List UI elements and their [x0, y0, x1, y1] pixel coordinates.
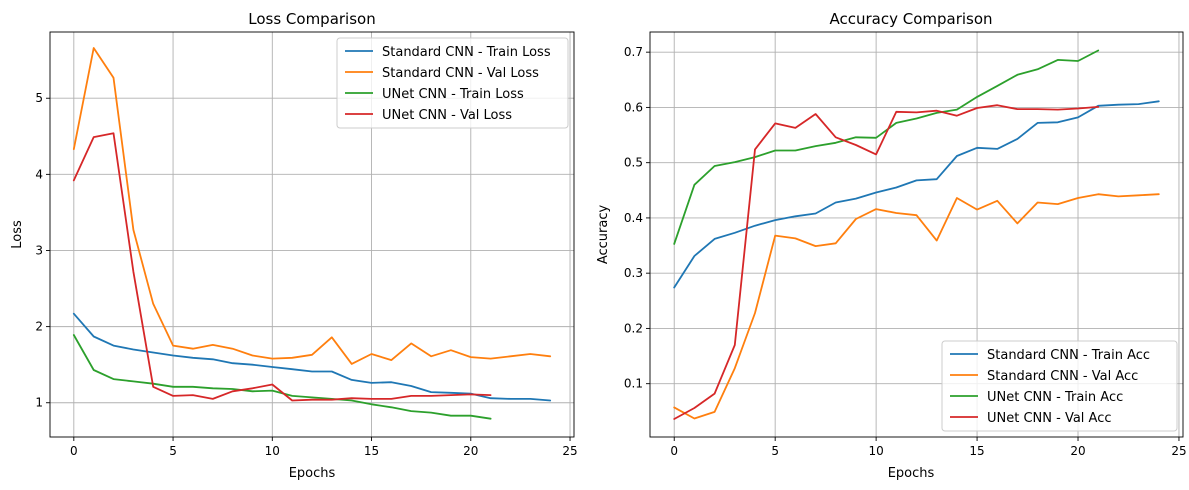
- series-line: [72, 132, 492, 402]
- y-tick-label: 2: [35, 320, 43, 334]
- x-tick-label: 5: [771, 444, 779, 458]
- y-tick-label: 0.1: [624, 377, 643, 391]
- legend-label: Standard CNN - Val Acc: [987, 369, 1138, 384]
- plot-frame: [649, 31, 1184, 438]
- x-tick-label: 20: [463, 444, 478, 458]
- series-line: [673, 104, 1100, 420]
- legend: Standard CNN - Train Loss Standard CNN - …: [336, 37, 569, 129]
- chart-title: Accuracy Comparison: [829, 10, 992, 28]
- y-tick-label: 4: [35, 167, 43, 181]
- legend-label: UNet CNN - Val Acc: [987, 411, 1112, 426]
- y-tick-label: 0.6: [624, 100, 643, 114]
- series-line: [72, 334, 492, 420]
- y-tick-label: 5: [35, 91, 43, 105]
- accuracy-chart: Accuracy Comparison 0 5 10 15 20 25 0.1 0.2 0.3 0…: [596, 10, 1187, 481]
- x-tick-label: 10: [868, 444, 883, 458]
- x-tick-label: 25: [1171, 444, 1186, 458]
- x-tick-label: 20: [1070, 444, 1085, 458]
- x-tick-label: 25: [562, 444, 577, 458]
- loss-chart: Loss Comparison 0 5 10 15 20 25 1 2 3 4 5 Epochs L…: [10, 10, 578, 481]
- plot-frame: [49, 31, 575, 438]
- x-tick-label: 5: [169, 444, 177, 458]
- y-tick-label: 0.2: [624, 321, 643, 335]
- series-line: [673, 193, 1160, 420]
- legend-box: [336, 37, 569, 129]
- x-axis-label: Epochs: [888, 466, 935, 481]
- x-tick-label: 0: [70, 444, 78, 458]
- legend: Standard CNN - Train Acc Standard CNN - V…: [941, 340, 1178, 432]
- x-tick-label: 15: [364, 444, 379, 458]
- legend-label: UNet CNN - Train Acc: [987, 390, 1123, 405]
- y-tick-label: 1: [35, 396, 43, 410]
- y-tick-label: 0.7: [624, 45, 643, 59]
- legend-label: UNet CNN - Val Loss: [382, 108, 512, 123]
- series-line: [673, 100, 1160, 289]
- series-line: [673, 49, 1100, 245]
- y-tick-label: 0.4: [624, 211, 643, 225]
- legend-box: [941, 340, 1178, 432]
- y-axis-label: Accuracy: [596, 205, 611, 265]
- x-tick-label: 15: [969, 444, 984, 458]
- legend-label: Standard CNN - Train Acc: [987, 348, 1150, 363]
- legend-label: Standard CNN - Train Loss: [382, 45, 551, 60]
- x-axis-label: Epochs: [289, 466, 336, 481]
- x-tick-label: 0: [670, 444, 678, 458]
- x-tick-label: 10: [265, 444, 280, 458]
- y-axis-label: Loss: [10, 220, 25, 249]
- series-line: [72, 47, 552, 365]
- legend-label: Standard CNN - Val Loss: [382, 66, 539, 81]
- y-tick-label: 0.5: [624, 156, 643, 170]
- chart-title: Loss Comparison: [248, 10, 375, 28]
- legend-label: UNet CNN - Train Loss: [382, 87, 524, 102]
- y-tick-label: 3: [35, 243, 43, 257]
- y-tick-label: 0.3: [624, 266, 643, 280]
